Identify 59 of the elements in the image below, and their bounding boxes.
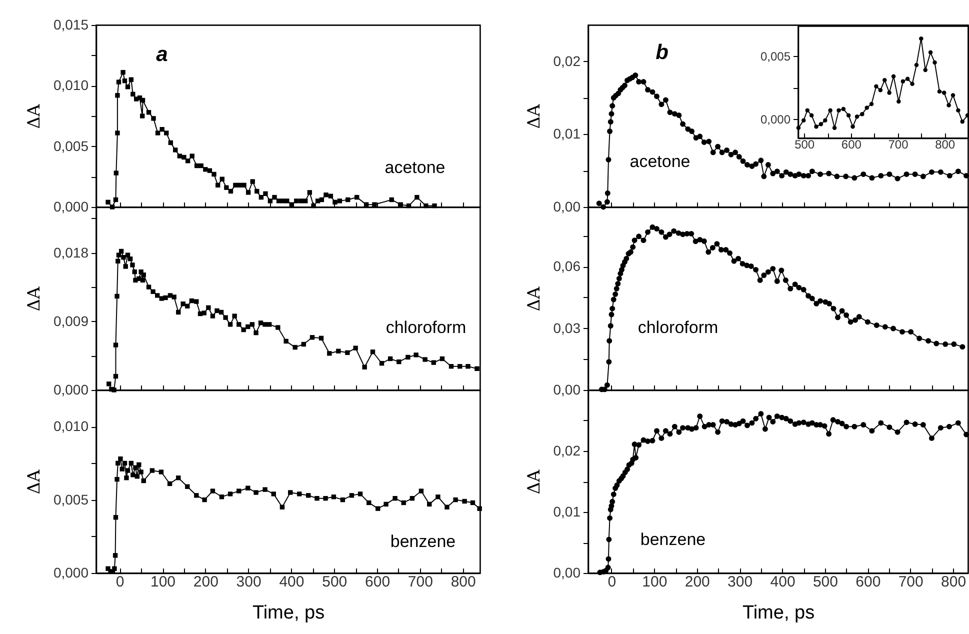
x-tick-label: 500 (794, 138, 815, 152)
y-tick-label: 0,010 (53, 418, 89, 434)
x-axis-title: Time, ps (742, 602, 815, 624)
y-axis-title: ΔA (524, 104, 544, 129)
y-tick-label: 0,06 (553, 258, 581, 274)
annotation: chloroform (386, 318, 466, 337)
x-tick-label: 100 (642, 574, 668, 590)
y-tick-label: 0,00 (553, 564, 581, 580)
y-tick-label: 0,018 (53, 244, 89, 260)
x-tick-label: 0 (608, 574, 616, 590)
x-tick-label: 800 (450, 574, 476, 590)
x-tick-label: 600 (365, 574, 390, 590)
y-tick-label: 0,01 (553, 504, 581, 520)
x-tick-label: 800 (935, 138, 956, 152)
y-tick-label: 0,000 (53, 382, 89, 398)
annotation: benzene (390, 532, 456, 551)
x-tick-label: 500 (812, 574, 838, 590)
x-tick-label: 700 (888, 138, 909, 152)
x-tick-label: 300 (728, 574, 753, 590)
x-axis-title: Time, ps (252, 602, 325, 624)
y-tick-label: 0,009 (53, 312, 89, 329)
y-axis-title: ΔA (24, 469, 44, 494)
y-tick-label: 0,005 (760, 50, 791, 64)
y-axis-title: ΔA (24, 104, 44, 129)
annotation: a (156, 43, 168, 66)
x-tick-label: 600 (856, 574, 881, 590)
y-tick-label: 0,00 (553, 382, 581, 398)
x-tick-label: 700 (898, 574, 924, 590)
annotation: acetone (630, 152, 690, 171)
x-tick-label: 400 (770, 574, 796, 590)
x-tick-label: 800 (941, 574, 966, 590)
y-axis-title: ΔA (524, 469, 544, 494)
y-tick-label: 0,03 (553, 320, 581, 336)
y-tick-label: 0,005 (53, 491, 89, 508)
x-tick-label: 200 (684, 574, 710, 590)
x-tick-label: 0 (116, 574, 124, 590)
y-tick-label: 0,02 (553, 442, 581, 458)
y-tick-label: 0,000 (760, 112, 791, 127)
x-tick-label: 500 (322, 574, 348, 590)
x-tick-label: 400 (279, 574, 304, 590)
y-tick-label: 0,015 (53, 16, 89, 32)
annotation: b (656, 41, 669, 64)
x-tick-label: 300 (236, 574, 262, 590)
y-tick-label: 0,01 (553, 126, 581, 142)
y-axis-title: ΔA (24, 286, 44, 312)
x-tick-label: 100 (150, 574, 176, 590)
x-tick-label: 700 (408, 574, 433, 590)
x-tick-label: 200 (193, 574, 218, 590)
annotation: acetone (384, 158, 446, 177)
y-tick-label: 0,005 (53, 138, 89, 154)
x-tick-label: 600 (841, 138, 862, 152)
annotation: benzene (640, 530, 706, 549)
y-axis-title: ΔA (524, 286, 544, 312)
y-tick-label: 0,000 (53, 564, 89, 580)
y-tick-label: 0,010 (53, 77, 89, 94)
y-tick-label: 0,00 (553, 198, 581, 214)
y-tick-label: 0,02 (553, 52, 581, 69)
annotation: chloroform (638, 318, 718, 337)
y-tick-label: 0,000 (53, 198, 89, 214)
